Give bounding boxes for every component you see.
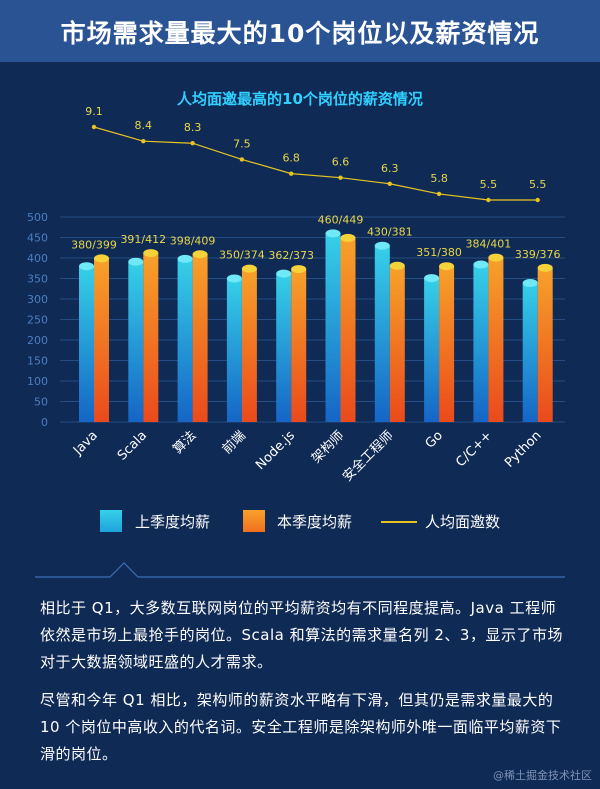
line-value-label: 8.3 xyxy=(184,121,202,134)
bar-prev xyxy=(177,258,193,422)
y-tick-label: 350 xyxy=(27,273,48,286)
x-category-label: 前端 xyxy=(219,428,249,458)
x-category-label: Python xyxy=(502,428,544,470)
y-tick-label: 0 xyxy=(41,416,48,429)
legend-swatch-curr xyxy=(243,510,265,532)
y-tick-label: 150 xyxy=(27,355,48,368)
x-category-label: Scala xyxy=(115,428,150,463)
bar-curr-cap xyxy=(537,263,553,272)
x-category-label: 架构师 xyxy=(309,428,347,466)
bar-curr-cap xyxy=(143,249,159,258)
page-title: 市场需求量最大的10个岗位以及薪资情况 xyxy=(60,19,540,48)
y-tick-label: 50 xyxy=(34,396,48,409)
bar-curr xyxy=(537,267,553,422)
bar-curr xyxy=(241,268,257,422)
line-value-label: 6.3 xyxy=(381,162,399,175)
line-value-label: 8.4 xyxy=(135,119,153,132)
chart-title: 人均面邀最高的10个岗位的薪资情况 xyxy=(177,90,423,108)
bar-prev-cap xyxy=(226,274,242,283)
bar-prev xyxy=(374,245,390,422)
bar-prev-cap xyxy=(177,254,193,263)
line-value-label: 5.5 xyxy=(529,178,547,191)
bar-prev-cap xyxy=(522,279,538,288)
bar-prev-cap xyxy=(79,262,94,271)
line-value-label: 6.6 xyxy=(332,156,350,169)
bar-curr-cap xyxy=(340,233,356,242)
bar-prev xyxy=(424,278,440,422)
bar-curr xyxy=(439,266,455,422)
bar-prev-cap xyxy=(325,229,341,238)
bar-curr xyxy=(340,237,356,422)
x-category-label: 算法 xyxy=(170,428,199,457)
paragraph-1: 相比于 Q1，大多数互联网岗位的平均薪资均有不同程度提高。Java 工程师依然是… xyxy=(40,599,563,671)
legend-label-prev: 上季度均薪 xyxy=(135,513,211,531)
section-divider xyxy=(35,562,565,578)
bar-prev xyxy=(473,264,489,422)
bar-prev-cap xyxy=(374,241,390,250)
y-tick-label: 450 xyxy=(27,232,48,245)
y-tick-label: 100 xyxy=(27,375,48,388)
bar-curr xyxy=(488,257,504,422)
bar-value-label: 430/381 xyxy=(367,226,413,239)
x-category-label: 安全工程师 xyxy=(339,428,396,485)
bar-prev xyxy=(128,261,144,422)
bar-curr xyxy=(192,254,208,422)
salary-chart: 0 50 100 150 200 250 300 350 400 450 500 380/399 Ja… xyxy=(27,105,565,485)
x-category-label: Go xyxy=(423,428,446,451)
bar-prev-cap xyxy=(276,269,292,278)
bar-value-label: 362/373 xyxy=(268,249,314,262)
bar-curr-cap xyxy=(389,261,405,270)
x-category-label: C/C++ xyxy=(453,428,495,470)
bar-prev-cap xyxy=(473,260,489,269)
bar-value-label: 351/380 xyxy=(416,246,462,259)
bar-curr-cap xyxy=(192,250,208,259)
bar-curr xyxy=(389,265,405,422)
line-series-path xyxy=(93,126,538,201)
bar-value-label: 380/399 xyxy=(71,238,117,251)
bar-curr xyxy=(94,258,109,422)
y-tick-label: 300 xyxy=(27,293,48,306)
bar-value-label: 391/412 xyxy=(120,233,166,246)
bar-curr-cap xyxy=(439,262,455,271)
legend-label-curr: 本季度均薪 xyxy=(277,513,353,531)
bar-curr xyxy=(143,253,159,422)
bar-value-label: 350/374 xyxy=(219,249,265,262)
y-tick-label: 250 xyxy=(27,314,48,327)
legend-line-swatch xyxy=(381,521,417,523)
bar-prev-cap xyxy=(128,257,144,266)
bar-prev xyxy=(226,278,242,422)
bar-curr xyxy=(291,269,307,422)
bar-value-label: 398/409 xyxy=(170,234,216,247)
line-value-label: 5.8 xyxy=(430,172,448,185)
bar-prev xyxy=(276,273,292,422)
y-tick-label: 500 xyxy=(27,211,48,224)
bar-value-label: 384/401 xyxy=(466,238,512,251)
legend-label-line: 人均面邀数 xyxy=(425,513,501,531)
line-value-label: 9.1 xyxy=(85,105,103,118)
bar-value-label: 460/449 xyxy=(318,213,364,226)
bar-curr-cap xyxy=(94,254,109,263)
header-banner: 市场需求量最大的10个岗位以及薪资情况 xyxy=(0,0,600,62)
bar-prev xyxy=(325,233,341,422)
watermark: @稀土掘金技术社区 xyxy=(493,769,592,782)
paragraph-2: 尽管和今年 Q1 相比，架构师的薪资水平略有下滑，但其仍是需求量最大的 10 个… xyxy=(40,691,562,763)
bar-curr-cap xyxy=(291,265,307,274)
legend-swatch-prev xyxy=(100,510,122,532)
line-value-label: 5.5 xyxy=(480,178,498,191)
line-value-label: 6.8 xyxy=(282,152,300,165)
bar-curr-cap xyxy=(241,264,257,273)
y-tick-label: 400 xyxy=(27,252,48,265)
x-category-label: Java xyxy=(70,428,101,459)
bar-value-label: 339/376 xyxy=(515,248,561,261)
line-value-label: 7.5 xyxy=(233,137,251,150)
bar-prev xyxy=(79,266,94,422)
y-tick-label: 200 xyxy=(27,334,48,347)
bar-curr-cap xyxy=(488,253,504,262)
chart-legend: 上季度均薪 本季度均薪 人均面邀数 xyxy=(0,508,600,538)
x-category-label: Node.js xyxy=(253,428,298,473)
bar-prev-cap xyxy=(424,274,440,283)
bar-prev xyxy=(522,283,538,422)
